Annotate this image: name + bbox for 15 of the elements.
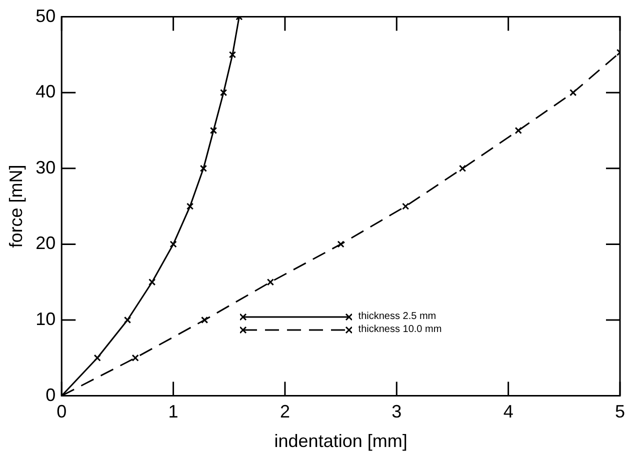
legend-label: thickness 10.0 mm	[358, 323, 442, 336]
x-tick-label: 1	[168, 402, 178, 422]
y-tick-label: 40	[36, 82, 56, 102]
y-tick-label: 30	[36, 157, 56, 178]
legend-label: thickness 2.5 mm	[358, 310, 436, 324]
x-tick-label: 5	[614, 402, 625, 422]
x-axis-title: indentation [mm]	[274, 431, 408, 452]
y-tick-label: 50	[36, 6, 56, 26]
y-tick-label: 10	[36, 308, 56, 329]
x-tick-label: 3	[392, 402, 402, 422]
x-tick-label: 2	[280, 402, 290, 422]
x-tick-label: 4	[503, 402, 514, 422]
y-axis-title: force [mN]	[6, 164, 26, 248]
y-tick-label: 20	[36, 233, 56, 254]
y-tick-label: 0	[46, 384, 56, 405]
